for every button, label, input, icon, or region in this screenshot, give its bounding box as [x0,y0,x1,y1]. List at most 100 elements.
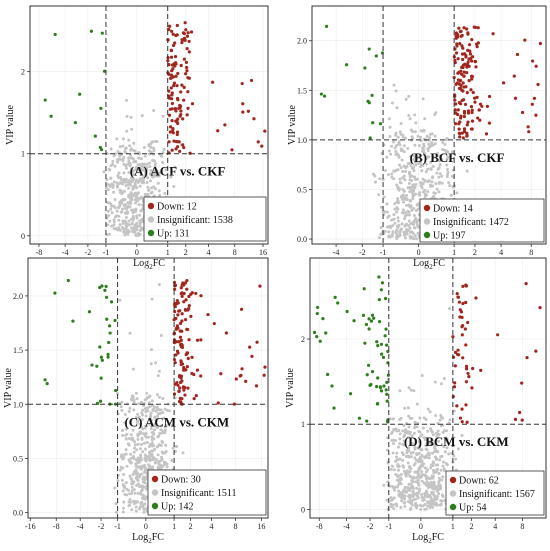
point-up [462,114,466,119]
point-insignificant [433,380,437,384]
point-up [184,368,188,372]
point-insignificant [402,200,406,204]
point-insignificant [401,169,405,173]
point-up [469,127,474,131]
point-up [254,384,259,388]
point-insignificant [128,193,132,197]
point-up [459,114,463,118]
point-up [182,291,186,296]
point-insignificant [133,501,137,505]
point-down [108,324,112,328]
point-insignificant [141,485,145,489]
panel-title: (B) BCF vs. CKF [410,150,505,165]
point-insignificant [143,154,147,158]
point-insignificant [152,444,156,448]
point-insignificant [440,181,444,185]
point-insignificant [390,234,394,238]
y-tick-label: 2 [21,68,25,77]
point-insignificant [439,415,443,419]
point-insignificant [106,223,110,227]
point-insignificant [118,298,122,302]
y-axis-label: VIP value [287,104,298,144]
point-insignificant [147,466,151,470]
point-insignificant [390,172,394,176]
point-up [179,90,183,94]
point-insignificant [420,473,424,477]
point-up [462,70,466,74]
point-insignificant [420,186,424,190]
point-up [453,94,457,98]
point-insignificant [151,458,155,462]
point-insignificant [410,166,414,170]
point-insignificant [392,217,396,221]
point-up [180,319,184,323]
x-tick-label: -2 [85,248,92,257]
point-insignificant [148,164,152,168]
point-down [104,284,108,289]
point-down [89,29,94,33]
point-insignificant [150,438,154,442]
point-insignificant [125,464,129,468]
point-insignificant [392,496,396,500]
point-insignificant [385,210,389,214]
point-insignificant [419,448,423,452]
point-insignificant [445,446,449,450]
point-insignificant [118,223,122,227]
point-insignificant [391,485,395,489]
point-up [470,386,474,390]
point-insignificant [113,197,117,201]
point-insignificant [140,196,144,200]
point-insignificant [447,181,451,185]
point-insignificant [161,114,165,118]
point-up [195,338,200,342]
point-insignificant [131,187,135,191]
point-insignificant [141,450,145,454]
x-tick-label: 0 [419,522,423,531]
point-up [171,75,176,79]
point-insignificant [390,464,394,468]
point-insignificant [411,183,415,187]
point-up [260,144,264,148]
point-up [465,131,469,135]
point-insignificant [389,502,393,506]
point-insignificant [408,175,412,179]
point-insignificant [399,505,403,509]
point-insignificant [373,174,377,178]
point-insignificant [403,501,407,505]
point-insignificant [378,177,382,181]
point-insignificant [407,465,411,469]
point-insignificant [117,218,121,222]
point-insignificant [115,158,119,162]
point-insignificant [173,165,177,169]
point-down [325,24,329,28]
point-insignificant [416,481,420,485]
point-insignificant [116,150,120,154]
point-up [520,418,524,422]
point-insignificant [122,189,126,193]
point-down [100,31,104,35]
point-up [177,309,181,313]
point-insignificant [417,144,421,148]
point-insignificant [455,191,459,195]
point-insignificant [398,389,402,393]
point-up [168,130,172,134]
panel-4: -8 -4 -2 -1 0 1 2 4 8 0 1 2 Log2FC VIP value (D) BCM v… [285,257,547,545]
point-up [190,102,195,106]
point-insignificant [156,435,160,439]
point-insignificant [142,510,146,514]
point-insignificant [417,451,421,455]
point-down [385,343,389,347]
point-insignificant [145,440,149,444]
point-up [174,74,178,78]
point-insignificant [396,216,400,220]
point-insignificant [379,205,383,209]
point-insignificant [438,458,442,462]
point-up [454,102,458,106]
point-up [180,40,184,45]
point-insignificant [135,186,139,190]
point-insignificant [406,485,410,489]
point-up [515,52,520,57]
point-insignificant [157,443,161,447]
point-insignificant [423,188,427,192]
point-insignificant [418,416,422,420]
